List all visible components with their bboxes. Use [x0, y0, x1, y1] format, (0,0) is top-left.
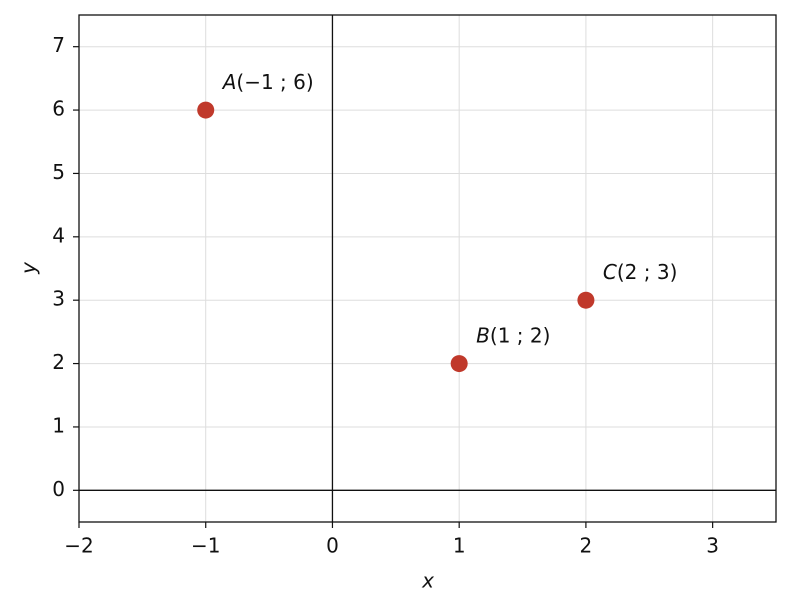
y-tick-label: 0: [52, 477, 65, 501]
y-tick-label: 7: [52, 33, 65, 57]
plot-frame: [78, 14, 777, 523]
y-tick-label: 5: [52, 160, 65, 184]
x-tick-label: 2: [580, 534, 593, 558]
point-label: B(1 ; 2): [476, 323, 550, 347]
y-tick-label: 4: [52, 223, 65, 247]
x-tick-label: −2: [64, 534, 93, 558]
x-tick-label: 1: [453, 534, 466, 558]
point-label: C(2 ; 3): [603, 260, 677, 284]
y-tick-label: 1: [52, 413, 65, 437]
x-axis-label: x: [421, 569, 434, 593]
y-axis-label: y: [17, 261, 41, 275]
point-label: A(−1 ; 6): [221, 70, 314, 94]
x-tick-label: −1: [191, 534, 220, 558]
x-tick-label: 3: [706, 534, 719, 558]
point: [197, 101, 215, 119]
point: [450, 355, 468, 373]
y-tick-label: 2: [52, 350, 65, 374]
y-tick-label: 3: [52, 287, 65, 311]
y-tick-label: 6: [52, 97, 65, 121]
point: [577, 291, 595, 309]
x-tick-label: 0: [326, 534, 339, 558]
